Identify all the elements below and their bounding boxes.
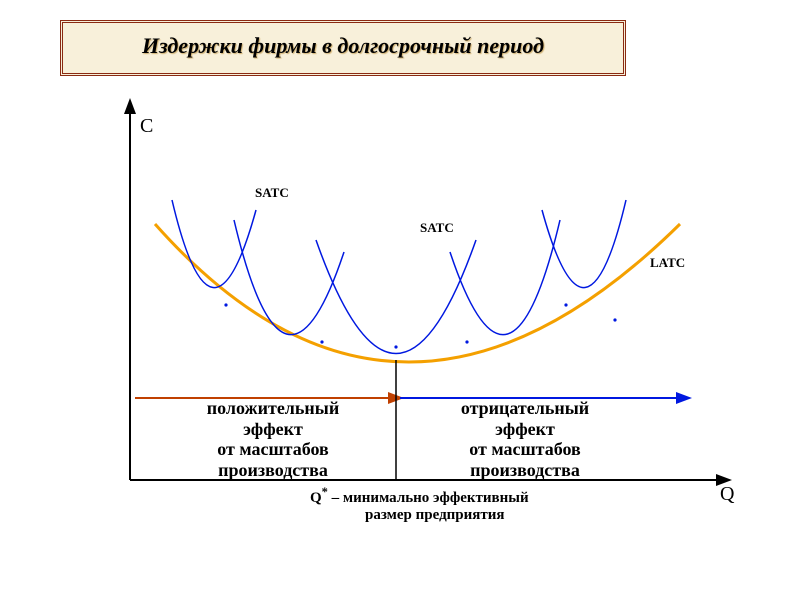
positive-scale-effect-text: положительныйэффектот масштабовпроизводс…: [158, 398, 388, 481]
satc-label-2: SATC: [420, 220, 454, 236]
x-axis-label: Q: [720, 483, 734, 506]
y-axis-label: C: [140, 115, 153, 138]
footnote-line2: размер предприятия: [365, 507, 505, 523]
q-symbol: Q: [310, 490, 322, 506]
negative-scale-effect-text: отрицательныйэффектот масштабовпроизводс…: [410, 398, 640, 481]
satc-label-1: SATC: [255, 185, 289, 201]
footnote-line1: – минимально эффективный: [328, 490, 529, 506]
qstar-footnote: Q* – минимально эффективный размер предп…: [310, 485, 529, 524]
latc-label: LATC: [650, 255, 685, 271]
